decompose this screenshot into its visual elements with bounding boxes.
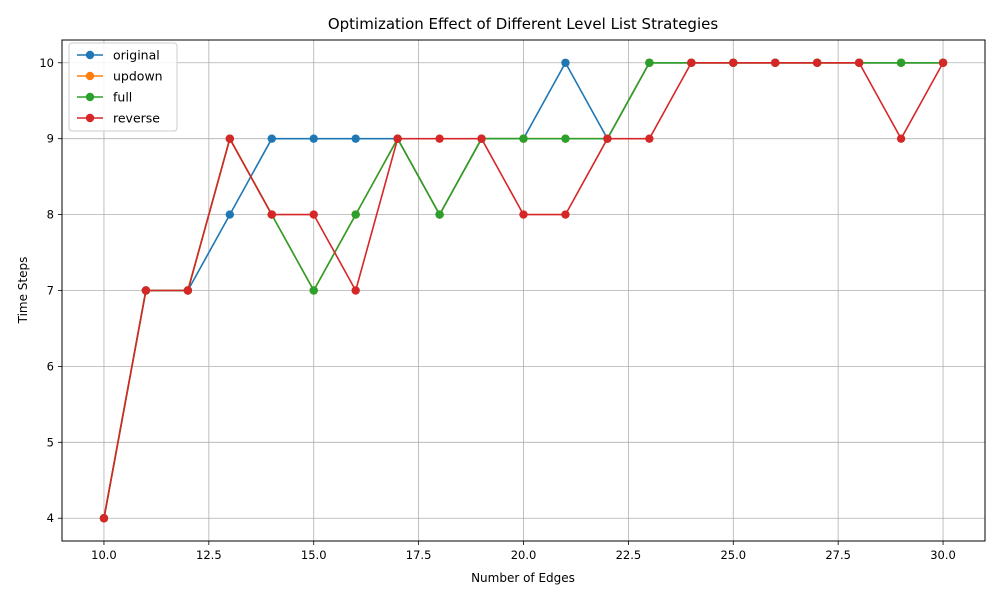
data-point	[477, 134, 486, 143]
legend-box	[68, 42, 178, 132]
data-point	[351, 286, 360, 295]
data-point	[351, 210, 360, 219]
data-point	[645, 58, 654, 67]
data-point	[896, 58, 906, 67]
data-point	[309, 210, 318, 219]
legend-marker-full	[85, 92, 95, 102]
x-tick-label: 22.5	[616, 548, 642, 562]
data-point	[141, 286, 151, 295]
data-point	[938, 58, 948, 67]
series-layer	[99, 58, 948, 523]
data-point	[309, 134, 318, 143]
legend: original updown full reverse	[68, 42, 178, 132]
data-point	[309, 286, 318, 295]
data-point	[645, 134, 654, 143]
y-tick-label: 10	[39, 56, 54, 70]
data-point	[603, 134, 612, 143]
data-point	[687, 58, 696, 67]
x-tick-label: 30.0	[930, 548, 956, 562]
x-tick-label: 12.5	[196, 548, 222, 562]
x-tick-label: 20.0	[511, 548, 537, 562]
chart-title: Optimization Effect of Different Level L…	[328, 15, 719, 33]
data-point	[519, 134, 528, 143]
data-point	[393, 134, 402, 143]
x-tick-label: 10.0	[91, 548, 117, 562]
legend-label-reverse: reverse	[113, 111, 160, 126]
data-point	[267, 210, 276, 219]
y-tick-label: 8	[47, 208, 54, 222]
data-point	[351, 134, 360, 143]
data-point	[561, 58, 570, 67]
data-point	[771, 58, 780, 67]
x-tick-label: 27.5	[825, 548, 851, 562]
legend-marker-reverse	[85, 113, 95, 123]
legend-label-updown: updown	[113, 69, 163, 84]
legend-marker-updown	[85, 71, 95, 81]
y-tick-label: 5	[47, 435, 54, 449]
data-point	[854, 58, 864, 67]
y-tick-label: 4	[47, 511, 54, 525]
data-point	[812, 58, 822, 67]
data-point	[435, 134, 444, 143]
data-point	[435, 210, 444, 219]
y-tick-label: 6	[47, 359, 54, 373]
y-axis-ticks: 4 5 6 7 8 9 10	[39, 56, 62, 525]
legend-label-full: full	[113, 90, 132, 105]
y-axis-label: Time Steps	[16, 257, 30, 325]
x-axis-ticks: 10.0 12.5 15.0 17.5 20.0 22.5 25.0 27.5 30.0	[91, 541, 956, 562]
data-point	[183, 286, 193, 295]
data-point	[896, 134, 906, 143]
legend-marker-original	[85, 50, 95, 60]
x-tick-label: 25.0	[720, 548, 746, 562]
data-point	[99, 514, 109, 523]
y-tick-label: 9	[47, 132, 54, 146]
x-axis-label: Number of Edges	[471, 571, 575, 585]
y-tick-label: 7	[47, 284, 54, 298]
data-point	[519, 210, 528, 219]
data-point	[225, 134, 235, 143]
grid	[62, 40, 985, 541]
x-tick-label: 17.5	[406, 548, 432, 562]
legend-label-original: original	[113, 48, 160, 63]
x-tick-label: 15.0	[301, 548, 327, 562]
data-point	[561, 134, 570, 143]
data-point	[225, 210, 235, 219]
data-point	[729, 58, 738, 67]
data-point	[561, 210, 570, 219]
series-reverse	[99, 58, 948, 523]
data-point	[267, 134, 276, 143]
